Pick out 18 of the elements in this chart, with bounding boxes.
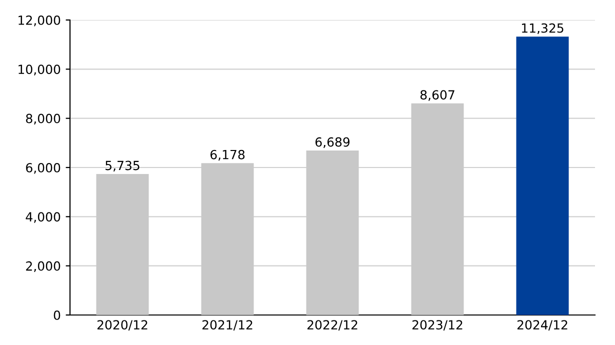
data-label: 11,325 (522, 23, 564, 34)
x-tick-label: 2022/12 (307, 320, 358, 331)
data-label: 8,607 (420, 90, 454, 101)
y-tick-label: 6,000 (26, 162, 60, 174)
y-tick-label: 4,000 (26, 212, 60, 223)
x-tick-label: 2023/12 (412, 320, 462, 331)
x-tick-label: 2021/12 (202, 320, 252, 331)
y-tick-label: 12,000 (18, 15, 60, 26)
y-tick-label: 0 (54, 310, 60, 320)
data-label: 6,689 (315, 137, 350, 148)
y-tick-label: 10,000 (18, 64, 60, 76)
bar (516, 36, 569, 315)
data-label: 6,178 (210, 150, 245, 161)
y-tick-label: 2,000 (26, 261, 60, 272)
x-tick-label: 2024/12 (517, 320, 568, 331)
x-tick-label: 2020/12 (97, 320, 148, 331)
y-tick-label: 8,000 (26, 114, 60, 125)
data-label: 5,735 (106, 160, 140, 172)
